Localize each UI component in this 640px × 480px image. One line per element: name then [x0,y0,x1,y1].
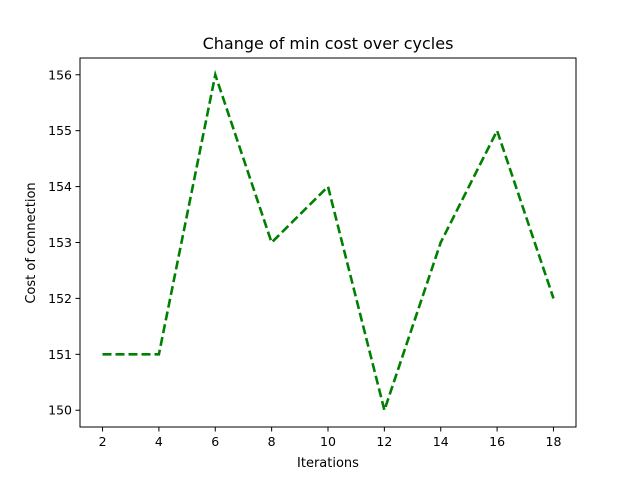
y-tick-label: 154 [48,179,72,194]
y-tick-label: 156 [48,67,72,82]
y-tick-label: 151 [48,347,72,362]
x-tick-label: 12 [376,434,392,449]
y-axis-title: Cost of connection [24,182,39,303]
x-tick-label: 8 [268,434,276,449]
x-tick-label: 14 [433,434,449,449]
x-tick-label: 18 [546,434,562,449]
chart-title: Change of min cost over cycles [203,34,454,53]
y-axis: 150 151 152 153 154 155 156 [48,67,80,418]
x-tick-label: 6 [211,434,219,449]
x-axis: 2 4 6 8 10 12 14 16 18 [99,427,562,449]
x-tick-label: 2 [99,434,107,449]
y-tick-label: 150 [48,403,72,418]
series-line-0 [102,69,555,415]
y-tick-label: 152 [48,291,72,306]
x-tick-label: 10 [320,434,336,449]
x-tick-label: 16 [489,434,505,449]
y-tick-label: 153 [48,235,72,250]
x-tick-label: 4 [155,434,163,449]
x-axis-title: Iterations [297,456,359,471]
y-tick-label: 155 [48,123,72,138]
